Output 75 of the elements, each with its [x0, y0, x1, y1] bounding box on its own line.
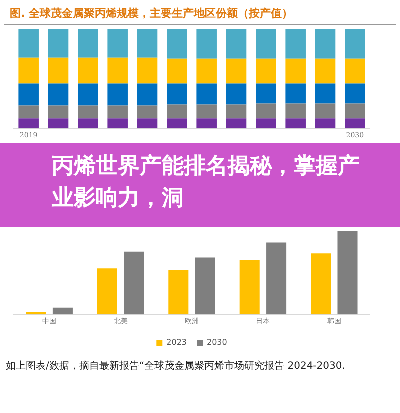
- bar: [137, 58, 158, 84]
- text: 如上图表/数据，摘自最新报告“全球茂金属聚丙烯市场研究报告 2024-2030.: [5, 360, 346, 374]
- bar: [137, 29, 158, 58]
- bar: [167, 58, 188, 84]
- bar: [226, 58, 247, 84]
- bar: [226, 84, 247, 105]
- bar: [18, 84, 39, 106]
- bar: [48, 84, 69, 106]
- bar: [18, 106, 39, 119]
- bar: [256, 29, 276, 59]
- bar: [78, 84, 98, 106]
- bar: [48, 58, 69, 84]
- bar: [311, 254, 332, 315]
- bar: [286, 58, 306, 84]
- bar: [345, 118, 366, 129]
- bar: [345, 29, 366, 59]
- bar: [286, 104, 306, 119]
- bar: [52, 308, 73, 315]
- bar: [108, 84, 128, 106]
- bar: [167, 29, 188, 59]
- bar: [97, 268, 118, 315]
- bar: [345, 84, 366, 104]
- bar: [256, 84, 276, 104]
- bar: [286, 29, 306, 59]
- bar: [78, 118, 98, 129]
- bar: [137, 84, 158, 106]
- bar: [345, 104, 366, 119]
- bar: [196, 29, 217, 59]
- bar: [256, 118, 276, 129]
- bar: [167, 84, 188, 105]
- legend-label: 2023: [166, 338, 187, 348]
- bar: [124, 252, 144, 315]
- bar: [315, 84, 336, 104]
- bar: [78, 106, 98, 119]
- bar: [78, 29, 98, 58]
- text: 丙烯世界产能排名揭秘，掌握产业影响力，洞: [0, 143, 400, 227]
- bar: [18, 58, 39, 84]
- bar: [108, 58, 128, 84]
- bar: [18, 29, 39, 58]
- bar: [315, 118, 336, 129]
- bar: [195, 258, 216, 315]
- bar: [108, 118, 128, 129]
- bar: [167, 104, 188, 119]
- bar: [226, 118, 247, 129]
- bar: [196, 118, 217, 129]
- bar: [338, 231, 358, 315]
- bar: [108, 106, 128, 119]
- bar: [286, 118, 306, 129]
- bar: [137, 118, 158, 129]
- bar: [137, 106, 158, 119]
- bar: [286, 84, 306, 104]
- bar: [26, 312, 46, 315]
- bar: [345, 58, 366, 84]
- bar: [315, 29, 336, 59]
- bar: [315, 58, 336, 84]
- bar: [108, 29, 128, 58]
- bar: [196, 84, 217, 105]
- chart-title: 图. 全球茂金属聚丙烯规模，主要生产地区份额（按产值）: [4, 0, 396, 25]
- bar: [315, 104, 336, 119]
- bar: [196, 58, 217, 84]
- bar: [48, 106, 69, 119]
- bar: [48, 29, 69, 58]
- bar: [196, 104, 217, 119]
- bar: [266, 242, 287, 315]
- bar: [167, 118, 188, 129]
- bar: [168, 270, 189, 315]
- bar: [48, 118, 69, 129]
- bar: [78, 58, 98, 84]
- bar: [256, 58, 276, 84]
- bar: [240, 260, 260, 315]
- bar: [18, 118, 39, 129]
- bar: [226, 104, 247, 119]
- bar: [256, 104, 276, 119]
- bar: [226, 29, 247, 59]
- legend-label: 2030: [207, 338, 228, 348]
